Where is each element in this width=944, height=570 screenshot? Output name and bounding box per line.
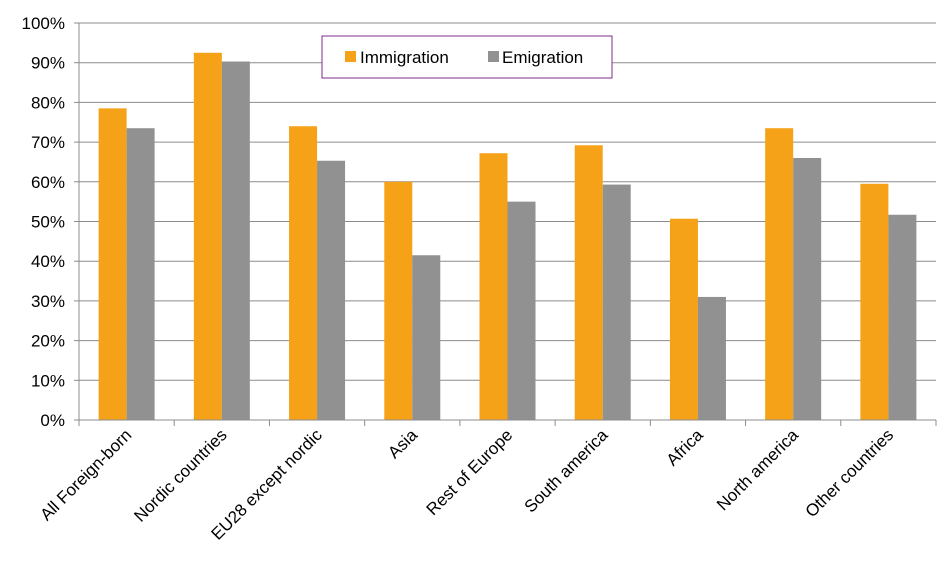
bar-immigration-2 <box>289 126 318 420</box>
category-label: Rest of Europe <box>423 425 517 519</box>
legend-label-emigration: Emigration <box>502 48 583 67</box>
y-tick-label: 30% <box>31 292 65 311</box>
bar-immigration-8 <box>860 183 889 420</box>
category-label: Africa <box>663 425 708 470</box>
bar-emigration-8 <box>888 214 917 420</box>
bar-emigration-6 <box>697 296 726 420</box>
y-tick-label: 60% <box>31 173 65 192</box>
y-tick-labels: 0% 10% 20% 30% 40% 50% 60% 70% 80% 90% 100% <box>22 14 65 430</box>
legend-box <box>321 35 613 79</box>
bars <box>98 52 917 421</box>
category-label: North america <box>713 425 802 514</box>
bar-emigration-1 <box>221 61 250 420</box>
bar-emigration-2 <box>317 160 346 420</box>
bar-immigration-5 <box>574 145 603 420</box>
bar-immigration-7 <box>765 128 794 420</box>
category-label: South america <box>521 425 612 516</box>
y-tick-label: 0% <box>40 411 65 430</box>
bar-immigration-0 <box>98 108 127 420</box>
bar-immigration-6 <box>669 218 698 420</box>
y-tick-label: 90% <box>31 54 65 73</box>
legend-label-immigration: Immigration <box>360 48 449 67</box>
category-label: Other countries <box>802 425 898 521</box>
bar-emigration-7 <box>793 157 822 421</box>
legend-swatch-emigration <box>488 51 499 62</box>
y-tick-label: 10% <box>31 371 65 390</box>
legend: Immigration Emigration <box>321 35 613 79</box>
y-tick-label: 50% <box>31 213 65 232</box>
bar-immigration-1 <box>193 52 222 421</box>
bar-emigration-5 <box>602 184 631 420</box>
legend-swatch-immigration <box>345 51 356 62</box>
y-tick-label: 20% <box>31 332 65 351</box>
y-tick-label: 40% <box>31 252 65 271</box>
bar-immigration-4 <box>479 153 508 420</box>
category-label: All Foreign-born <box>36 425 135 524</box>
bar-immigration-3 <box>384 181 413 420</box>
axes <box>74 22 937 426</box>
y-tick-label: 70% <box>31 133 65 152</box>
bar-emigration-0 <box>126 128 155 420</box>
bar-emigration-3 <box>412 255 441 420</box>
y-tick-label: 100% <box>22 14 65 33</box>
category-label: Asia <box>384 425 421 462</box>
category-label: Nordic countries <box>130 425 230 525</box>
y-tick-label: 80% <box>31 93 65 112</box>
bar-emigration-4 <box>507 201 536 420</box>
